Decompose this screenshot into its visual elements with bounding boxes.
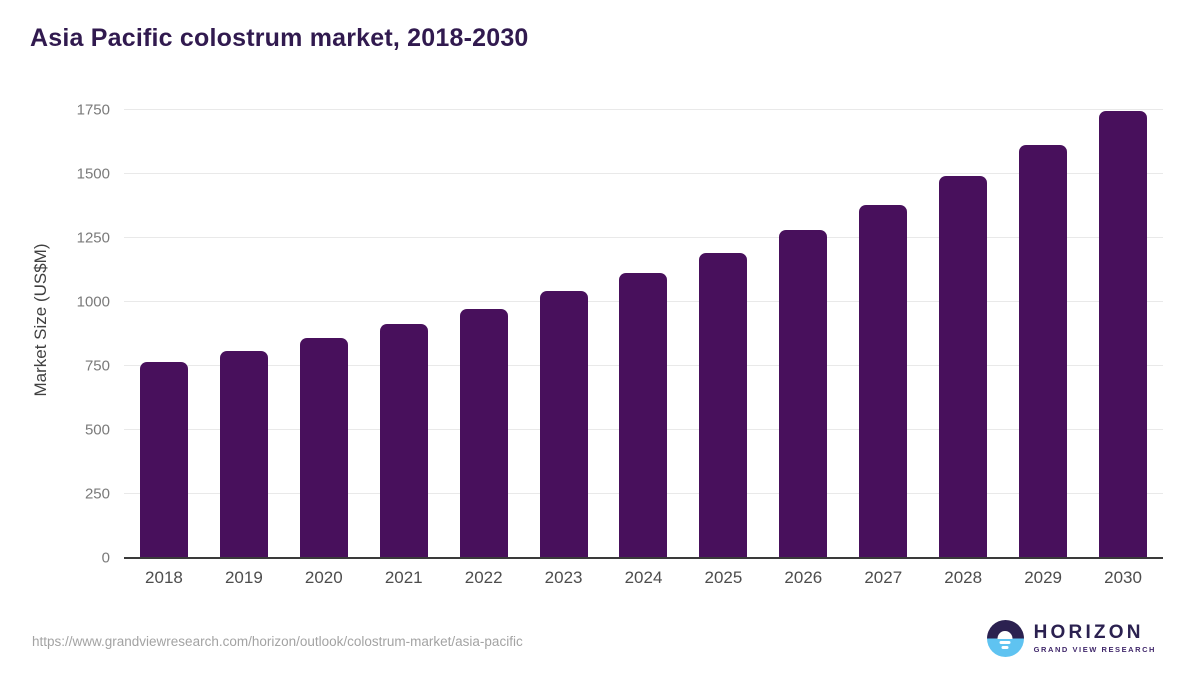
bar-2021 bbox=[379, 324, 428, 558]
gridline-1500 bbox=[124, 173, 1163, 174]
x-axis-line bbox=[124, 557, 1163, 559]
logo-text: HORIZON GRAND VIEW RESEARCH bbox=[1034, 623, 1156, 654]
bar-2030 bbox=[1099, 110, 1148, 558]
y-axis-labels: 0 250 500 750 1000 1250 1500 1750 bbox=[0, 102, 110, 567]
bar-slot-2020 bbox=[284, 110, 364, 558]
bar-2024 bbox=[619, 272, 668, 558]
x-tick-label-2022: 2022 bbox=[464, 568, 503, 587]
x-tick-label-2021: 2021 bbox=[384, 568, 423, 587]
bar-slot-2024 bbox=[604, 110, 684, 558]
y-tick-label-1500: 1500 bbox=[76, 165, 110, 183]
bar-slot-2022 bbox=[444, 110, 524, 558]
bar-2029 bbox=[1019, 144, 1068, 558]
horizon-logo-icon bbox=[986, 620, 1024, 657]
y-tick-label-0: 0 bbox=[101, 549, 110, 567]
bar-2020 bbox=[299, 338, 348, 558]
bar-slot-2025 bbox=[683, 110, 763, 558]
bar-2028 bbox=[939, 176, 988, 558]
y-tick-label-500: 500 bbox=[84, 421, 110, 439]
x-tick-label-2020: 2020 bbox=[304, 568, 343, 587]
bar-2026 bbox=[779, 229, 828, 558]
x-tick-label-2030: 2030 bbox=[1104, 568, 1142, 587]
x-axis-labels: 2018 2019 2020 2021 2022 2023 2024 2025 2026 2027… bbox=[124, 568, 1163, 588]
x-tick-label-2028: 2028 bbox=[944, 568, 983, 587]
gridline-1250 bbox=[124, 237, 1163, 238]
x-tick-label-2024: 2024 bbox=[624, 568, 663, 587]
bar-slot-2027 bbox=[843, 110, 923, 558]
bar-slot-2030 bbox=[1083, 110, 1163, 558]
y-tick-label-1250: 1250 bbox=[76, 229, 110, 247]
bar-slot-2023 bbox=[524, 110, 604, 558]
x-tick-label-2023: 2023 bbox=[544, 568, 583, 587]
bar-2019 bbox=[219, 350, 268, 558]
x-tick-label-2025: 2025 bbox=[704, 568, 743, 587]
bar-2027 bbox=[859, 204, 908, 558]
x-tick-label-2027: 2027 bbox=[864, 568, 903, 587]
sun-reflection-icon bbox=[1001, 646, 1009, 649]
gridline-1750 bbox=[124, 109, 1163, 110]
plot-area bbox=[124, 109, 1163, 559]
y-tick-label-250: 250 bbox=[84, 485, 110, 503]
bar-slot-2018 bbox=[124, 110, 204, 558]
source-url: https://www.grandviewresearch.com/horizo… bbox=[32, 634, 523, 649]
x-tick-label-2018: 2018 bbox=[145, 568, 183, 587]
logo-subtitle: GRAND VIEW RESEARCH bbox=[1033, 644, 1156, 654]
bar-series bbox=[124, 110, 1163, 558]
sun-reflection-icon bbox=[999, 641, 1011, 644]
bar-2022 bbox=[459, 308, 508, 558]
bar-slot-2029 bbox=[1003, 110, 1083, 558]
bar-2025 bbox=[699, 252, 748, 558]
bar-slot-2028 bbox=[923, 110, 1003, 558]
bar-slot-2026 bbox=[763, 110, 843, 558]
page-title: Asia Pacific colostrum market, 2018-2030 bbox=[30, 24, 529, 52]
y-tick-label-1750: 1750 bbox=[76, 101, 110, 119]
bar-2023 bbox=[539, 291, 588, 558]
logo-brand: HORIZON bbox=[1033, 622, 1144, 644]
bar-2018 bbox=[139, 361, 188, 558]
x-tick-label-2019: 2019 bbox=[224, 568, 263, 587]
x-tick-label-2026: 2026 bbox=[784, 568, 823, 587]
y-tick-label-750: 750 bbox=[84, 357, 110, 375]
sun-icon bbox=[997, 630, 1013, 639]
x-tick-label-2029: 2029 bbox=[1024, 568, 1063, 587]
y-tick-label-1000: 1000 bbox=[76, 293, 110, 311]
bar-slot-2021 bbox=[364, 110, 444, 558]
bar-slot-2019 bbox=[204, 110, 284, 558]
horizon-logo: HORIZON GRAND VIEW RESEARCH bbox=[986, 620, 1156, 657]
